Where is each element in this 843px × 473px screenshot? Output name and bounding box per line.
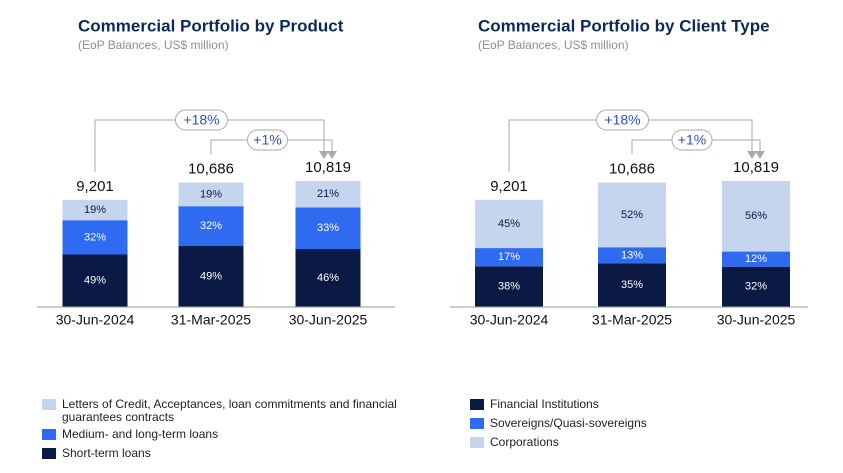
total-label: 10,686 xyxy=(188,161,234,178)
legend-label: Letters of Credit, Acceptances, loan com… xyxy=(62,397,397,424)
segment-label: 33% xyxy=(317,222,339,234)
legend-label: Medium- and long-term loans xyxy=(62,427,219,441)
segment-label: 19% xyxy=(84,204,106,216)
growth-arrow xyxy=(747,151,757,159)
legend-swatch xyxy=(470,437,484,448)
bar-segment xyxy=(722,181,790,252)
segment-label: 35% xyxy=(621,279,643,291)
growth-pill xyxy=(247,129,288,151)
segment-label: 45% xyxy=(498,218,520,230)
legend-label: Short-term loans xyxy=(62,446,151,460)
segment-label: 56% xyxy=(745,210,767,222)
growth-pill xyxy=(671,129,713,151)
growth-label: +18% xyxy=(604,112,640,128)
x-tick-label: 30-Jun-2024 xyxy=(470,312,549,328)
growth-label: +1% xyxy=(678,132,706,148)
legend-swatch xyxy=(42,448,56,459)
segment-label: 49% xyxy=(200,270,222,282)
chart-title: Commercial Portfolio by Product xyxy=(78,16,344,35)
segment-label: 32% xyxy=(745,281,767,293)
bar-segment xyxy=(178,206,244,247)
segment-label: 21% xyxy=(317,188,339,200)
bar-segment xyxy=(295,181,361,208)
legend-label: Sovereigns/Quasi-sovereigns xyxy=(490,416,647,430)
total-label: 10,686 xyxy=(609,161,655,178)
growth-pill xyxy=(596,109,649,131)
segment-label: 13% xyxy=(621,249,643,261)
bar-segment xyxy=(475,266,543,307)
bar-segment xyxy=(295,249,361,307)
segment-label: 19% xyxy=(200,188,222,200)
bar-segment xyxy=(722,266,790,307)
bar-segment xyxy=(475,248,543,267)
growth-label: +1% xyxy=(253,132,281,148)
bar-segment xyxy=(62,254,128,307)
bar-segment xyxy=(598,263,666,307)
total-label: 9,201 xyxy=(76,178,114,195)
segment-label: 52% xyxy=(621,209,643,221)
x-tick-label: 31-Mar-2025 xyxy=(171,312,251,328)
x-tick-label: 31-Mar-2025 xyxy=(592,312,672,328)
segment-label: 38% xyxy=(498,281,520,293)
segment-label: 32% xyxy=(200,220,222,232)
growth-pill xyxy=(175,109,228,131)
legend-label: Financial Institutions xyxy=(490,397,599,411)
x-tick-label: 30-Jun-2025 xyxy=(289,312,368,328)
legend-swatch xyxy=(470,399,484,410)
chart-title: Commercial Portfolio by Client Type xyxy=(478,16,770,35)
bar-segment xyxy=(62,199,128,221)
bar-segment xyxy=(62,220,128,255)
growth-label: +18% xyxy=(183,112,219,128)
x-tick-label: 30-Jun-2024 xyxy=(56,312,135,328)
bar-segment xyxy=(178,182,244,207)
legend-label: Corporations xyxy=(490,435,559,449)
bar-segment xyxy=(178,246,244,307)
segment-label: 46% xyxy=(317,272,339,284)
bar-segment xyxy=(722,251,790,267)
chart-subtitle: (EoP Balances, US$ million) xyxy=(78,38,229,52)
bar-segment xyxy=(295,207,361,250)
legend-swatch xyxy=(470,418,484,429)
growth-arrow xyxy=(319,151,329,159)
x-tick-label: 30-Jun-2025 xyxy=(717,312,796,328)
chart-subtitle: (EoP Balances, US$ million) xyxy=(478,38,629,52)
bar-segment xyxy=(475,199,543,249)
bar-segment xyxy=(598,247,666,264)
legend-swatch xyxy=(42,429,56,440)
total-label: 9,201 xyxy=(490,178,528,195)
segment-label: 49% xyxy=(84,275,106,287)
legend-swatch xyxy=(42,399,56,410)
growth-arrow xyxy=(327,151,337,159)
bar-segment xyxy=(598,182,666,248)
segment-label: 32% xyxy=(84,231,106,243)
total-label: 10,819 xyxy=(305,159,351,176)
growth-arrow xyxy=(755,151,765,159)
segment-label: 12% xyxy=(745,253,767,265)
segment-label: 17% xyxy=(498,251,520,263)
total-label: 10,819 xyxy=(733,159,779,176)
